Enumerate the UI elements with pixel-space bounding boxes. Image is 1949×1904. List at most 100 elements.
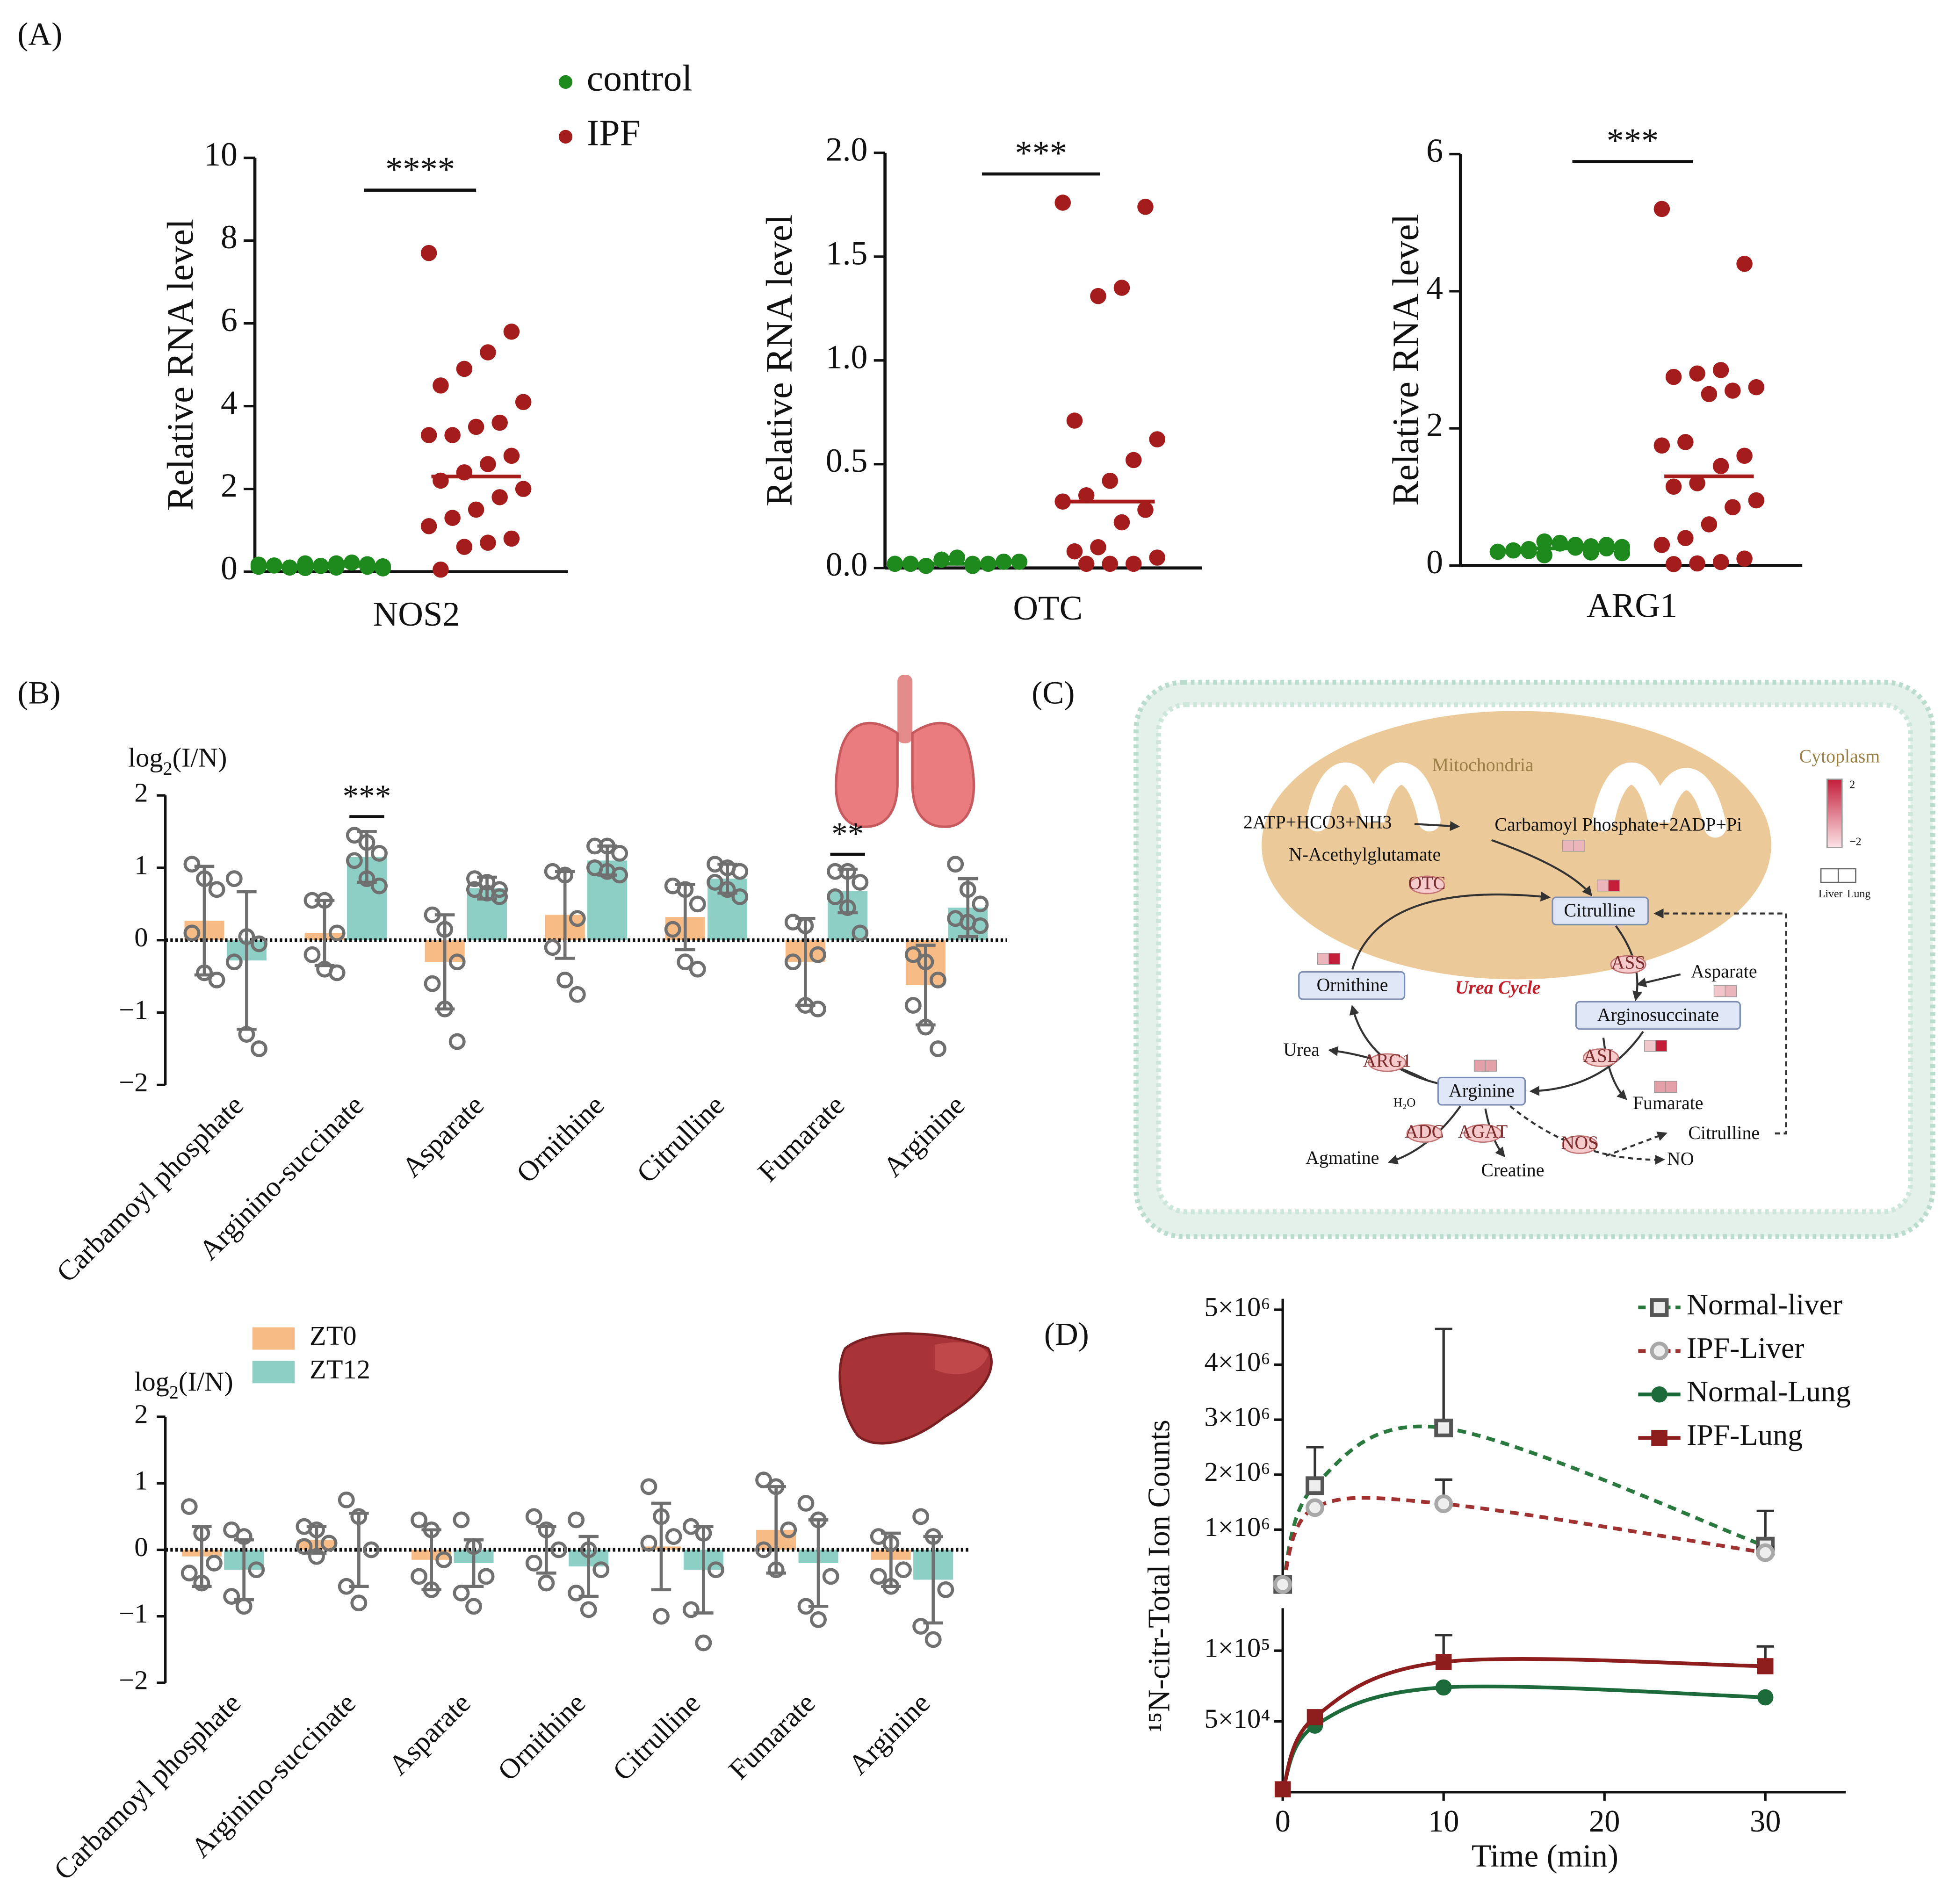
data-point xyxy=(251,1040,267,1057)
data-point xyxy=(1701,386,1718,403)
x-tick-label: Citrulline xyxy=(631,1089,730,1189)
y-tick-label: 0.5 xyxy=(826,442,868,479)
lung-icon xyxy=(835,675,975,828)
data-point xyxy=(297,560,313,576)
data-point xyxy=(180,1565,198,1582)
data-point xyxy=(1434,1494,1453,1514)
data-point xyxy=(1489,543,1506,560)
y-tick-label: 0.0 xyxy=(826,546,868,583)
product: Urea xyxy=(1283,1039,1320,1060)
data-point xyxy=(556,971,574,988)
y-axis-label: log2(I/N) xyxy=(134,1366,233,1403)
significance-label: *** xyxy=(343,778,391,814)
legend-swatch xyxy=(252,1361,295,1384)
arrow xyxy=(1351,891,1551,970)
legend-label: Liver xyxy=(1819,888,1843,900)
data-point xyxy=(1653,537,1670,553)
data-point xyxy=(424,975,441,992)
data-point xyxy=(611,845,628,862)
data-point xyxy=(359,558,375,575)
data-point xyxy=(695,1524,712,1542)
data-point xyxy=(1689,365,1705,382)
data-point xyxy=(780,1521,797,1538)
data-point xyxy=(1137,199,1154,215)
data-point xyxy=(208,971,225,988)
series-line xyxy=(1281,1657,1766,1790)
y-tick-label: 4×10⁶ xyxy=(1205,1347,1270,1377)
legend-marker xyxy=(1651,1386,1667,1403)
data-point xyxy=(1536,533,1552,550)
y-tick-label: 5×10⁴ xyxy=(1205,1703,1270,1734)
y-tick-label: 1 xyxy=(134,850,148,880)
data-point xyxy=(338,1491,355,1508)
error-bar xyxy=(651,1501,671,1592)
data-point xyxy=(949,549,966,566)
node-label: Arginine xyxy=(1449,1080,1515,1101)
reactant: Carbamoyl Phosphate+2ADP+Pi xyxy=(1494,814,1742,835)
data-point xyxy=(839,899,856,916)
reactant: N-Acethylglutamate xyxy=(1289,844,1441,865)
x-tick-label: Fumarate xyxy=(752,1089,851,1188)
enzyme xyxy=(1408,875,1445,894)
arrow xyxy=(1491,839,1593,897)
data-point xyxy=(362,1541,380,1558)
legend-marker xyxy=(558,130,573,144)
data-point xyxy=(468,418,484,435)
data-point xyxy=(1113,280,1130,296)
data-point xyxy=(1757,1689,1774,1706)
data-point xyxy=(1125,555,1142,572)
data-point xyxy=(208,881,225,898)
data-point xyxy=(917,953,934,971)
data-point xyxy=(1307,1709,1323,1725)
x-axis-label: Time (min) xyxy=(1472,1838,1618,1874)
data-point xyxy=(640,1535,657,1552)
data-point xyxy=(420,518,437,534)
data-point xyxy=(852,924,869,942)
y-tick-label: 10 xyxy=(204,136,238,173)
data-point xyxy=(525,1508,542,1525)
x-tick-label: 0 xyxy=(1275,1804,1291,1839)
data-point xyxy=(719,881,736,898)
data-point xyxy=(580,1601,597,1618)
data-point xyxy=(599,837,616,855)
data-point xyxy=(664,921,681,938)
legend-box xyxy=(1820,868,1839,883)
data-point xyxy=(822,1568,839,1585)
y-tick-label: 5×10⁶ xyxy=(1205,1292,1270,1322)
legend-swatch xyxy=(252,1327,295,1350)
data-point xyxy=(1273,1575,1292,1594)
data-point xyxy=(1689,555,1705,572)
data-point xyxy=(480,456,496,472)
x-tick-label: Arginine xyxy=(843,1688,936,1781)
y-tick-label: 0 xyxy=(134,922,148,952)
data-point xyxy=(1505,542,1522,559)
y-axis-label: log2(I/N) xyxy=(128,743,227,779)
data-point xyxy=(346,852,363,869)
data-point xyxy=(436,921,454,938)
data-point xyxy=(308,1521,325,1538)
data-point xyxy=(435,1551,453,1568)
data-point xyxy=(912,1618,930,1635)
legend-marker xyxy=(1650,1341,1669,1361)
legend-label: IPF xyxy=(587,113,641,154)
data-point xyxy=(870,1528,887,1545)
legend-label: ZT12 xyxy=(310,1354,370,1385)
data-point xyxy=(653,1508,670,1525)
product: Fumarate xyxy=(1633,1092,1704,1113)
scale-bar xyxy=(1826,779,1843,849)
data-point xyxy=(503,447,520,464)
data-point xyxy=(731,888,749,905)
data-point xyxy=(538,1521,555,1538)
product: Asparate xyxy=(1691,960,1757,981)
data-point xyxy=(682,1518,700,1535)
data-point xyxy=(947,856,964,873)
data-point xyxy=(350,1594,368,1612)
enzyme-label: ADC xyxy=(1405,1121,1444,1142)
x-tick-label: Asparate xyxy=(396,1089,490,1183)
data-point xyxy=(375,558,391,575)
data-point xyxy=(912,1508,930,1525)
data-point xyxy=(1125,452,1142,469)
enzyme xyxy=(1368,1053,1407,1072)
arrow xyxy=(1509,1105,1665,1165)
data-point xyxy=(1102,472,1118,489)
